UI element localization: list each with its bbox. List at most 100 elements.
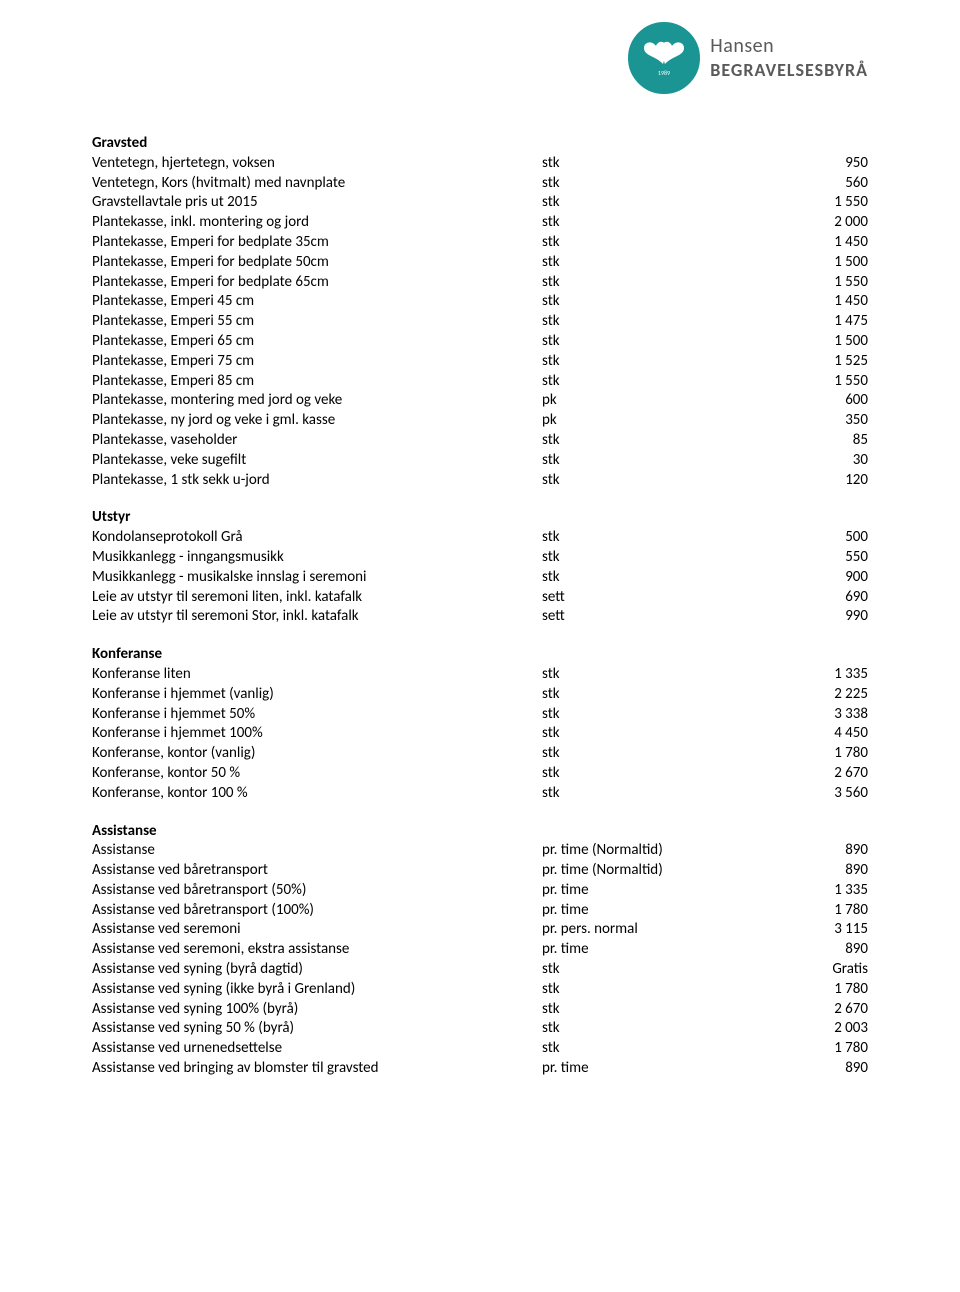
row-description: Plantekasse, Emperi 45 cm [92, 292, 542, 312]
row-price: 3 560 [762, 784, 868, 804]
price-section: AssistanseAssistansepr. time (Normaltid)… [92, 822, 868, 1079]
row-unit: stk [542, 352, 762, 372]
row-description: Plantekasse, 1 stk sekk u-jord [92, 471, 542, 491]
brand-name-top: Hansen [710, 33, 868, 59]
row-price: 1 335 [762, 665, 868, 685]
row-description: Plantekasse, inkl. montering og jord [92, 213, 542, 233]
row-description: Konferanse, kontor 100 % [92, 784, 542, 804]
price-row: Plantekasse, Emperi for bedplate 35cmstk… [92, 233, 868, 253]
row-unit: stk [542, 1000, 762, 1020]
price-row: Assistanse ved syning 100% (byrå)stk2 67… [92, 1000, 868, 1020]
row-description: Konferanse, kontor 50 % [92, 764, 542, 784]
row-description: Assistanse ved syning 100% (byrå) [92, 1000, 542, 1020]
row-price: 550 [762, 548, 868, 568]
row-price: 30 [762, 451, 868, 471]
row-unit: stk [542, 213, 762, 233]
row-price: 500 [762, 528, 868, 548]
row-unit: stk [542, 312, 762, 332]
row-description: Plantekasse, Emperi 55 cm [92, 312, 542, 332]
row-description: Plantekasse, Emperi for bedplate 35cm [92, 233, 542, 253]
price-row: Assistanse ved båretransport (50%)pr. ti… [92, 881, 868, 901]
row-unit: stk [542, 548, 762, 568]
price-row: Assistanse ved båretransport (100%)pr. t… [92, 901, 868, 921]
price-row: Konferanse, kontor (vanlig)stk1 780 [92, 744, 868, 764]
section-title: Konferanse [92, 645, 868, 665]
row-price: 1 550 [762, 193, 868, 213]
row-price: 1 525 [762, 352, 868, 372]
row-description: Plantekasse, Emperi 65 cm [92, 332, 542, 352]
row-unit: stk [542, 193, 762, 213]
row-price: 1 500 [762, 332, 868, 352]
row-price: 1 450 [762, 292, 868, 312]
price-row: Konferanse, kontor 100 %stk3 560 [92, 784, 868, 804]
row-price: 3 338 [762, 705, 868, 725]
row-unit: pr. time [542, 1059, 762, 1079]
row-price: 1 475 [762, 312, 868, 332]
row-description: Assistanse ved båretransport (100%) [92, 901, 542, 921]
row-unit: sett [542, 588, 762, 608]
row-description: Assistanse ved syning 50 % (byrå) [92, 1019, 542, 1039]
row-unit: stk [542, 724, 762, 744]
row-description: Leie av utstyr til seremoni Stor, inkl. … [92, 607, 542, 627]
price-row: Leie av utstyr til seremoni liten, inkl.… [92, 588, 868, 608]
row-description: Assistanse ved bringing av blomster til … [92, 1059, 542, 1079]
row-description: Musikkanlegg - musikalske innslag i sere… [92, 568, 542, 588]
row-description: Assistanse [92, 841, 542, 861]
row-description: Konferanse i hjemmet (vanlig) [92, 685, 542, 705]
row-price: 2 225 [762, 685, 868, 705]
price-list: GravstedVentetegn, hjertetegn, voksenstk… [92, 134, 868, 1079]
row-price: 890 [762, 940, 868, 960]
row-unit: stk [542, 1019, 762, 1039]
section-title: Utstyr [92, 508, 868, 528]
row-unit: sett [542, 607, 762, 627]
row-description: Konferanse i hjemmet 100% [92, 724, 542, 744]
row-price: 1 550 [762, 372, 868, 392]
price-row: Plantekasse, Emperi 85 cmstk1 550 [92, 372, 868, 392]
row-price: 600 [762, 391, 868, 411]
row-unit: pk [542, 391, 762, 411]
row-description: Assistanse ved båretransport (50%) [92, 881, 542, 901]
row-unit: stk [542, 568, 762, 588]
row-unit: stk [542, 980, 762, 1000]
row-price: 1 450 [762, 233, 868, 253]
price-row: Leie av utstyr til seremoni Stor, inkl. … [92, 607, 868, 627]
row-unit: stk [542, 665, 762, 685]
row-unit: stk [542, 784, 762, 804]
row-unit: stk [542, 233, 762, 253]
row-price: 2 670 [762, 1000, 868, 1020]
row-price: 85 [762, 431, 868, 451]
row-unit: pr. time [542, 881, 762, 901]
row-description: Musikkanlegg - inngangsmusikk [92, 548, 542, 568]
row-unit: stk [542, 253, 762, 273]
price-row: Musikkanlegg - musikalske innslag i sere… [92, 568, 868, 588]
price-row: Assistanse ved seremoni, ekstra assistan… [92, 940, 868, 960]
row-description: Plantekasse, vaseholder [92, 431, 542, 451]
row-price: 350 [762, 411, 868, 431]
row-description: Assistanse ved båretransport [92, 861, 542, 881]
row-unit: pr. pers. normal [542, 920, 762, 940]
price-row: Plantekasse, Emperi 65 cmstk1 500 [92, 332, 868, 352]
row-unit: stk [542, 451, 762, 471]
section-title: Assistanse [92, 822, 868, 842]
row-unit: stk [542, 471, 762, 491]
row-price: 1 335 [762, 881, 868, 901]
price-row: Konferanse i hjemmet 50%stk3 338 [92, 705, 868, 725]
price-row: Assistanse ved bringing av blomster til … [92, 1059, 868, 1079]
logo-emblem: 1989 [628, 22, 700, 94]
price-row: Assistansepr. time (Normaltid)890 [92, 841, 868, 861]
row-unit: stk [542, 372, 762, 392]
row-unit: stk [542, 528, 762, 548]
price-row: Plantekasse, Emperi for bedplate 65cmstk… [92, 273, 868, 293]
header-logo: 1989 Hansen BEGRAVELSESBYRÅ [92, 22, 868, 94]
row-description: Plantekasse, montering med jord og veke [92, 391, 542, 411]
price-row: Ventetegn, Kors (hvitmalt) med navnplate… [92, 174, 868, 194]
section-title: Gravsted [92, 134, 868, 154]
row-unit: stk [542, 1039, 762, 1059]
row-description: Plantekasse, Emperi 85 cm [92, 372, 542, 392]
row-unit: stk [542, 764, 762, 784]
row-description: Plantekasse, ny jord og veke i gml. kass… [92, 411, 542, 431]
price-row: Assistanse ved syning (ikke byrå i Grenl… [92, 980, 868, 1000]
price-row: Assistanse ved urnenedsettelsestk1 780 [92, 1039, 868, 1059]
row-price: 990 [762, 607, 868, 627]
price-row: Kondolanseprotokoll Gråstk500 [92, 528, 868, 548]
